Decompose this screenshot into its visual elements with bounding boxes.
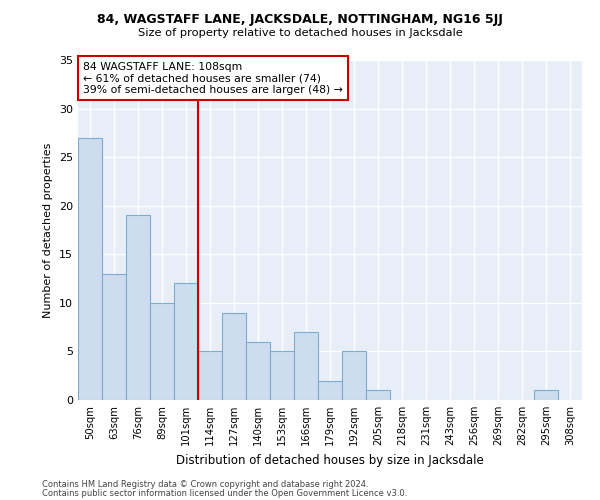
Bar (78, 138, 102, 400)
Text: Contains HM Land Registry data © Crown copyright and database right 2024.: Contains HM Land Registry data © Crown c… (42, 480, 368, 489)
Text: Size of property relative to detached houses in Jacksdale: Size of property relative to detached ho… (137, 28, 463, 38)
Bar (126, 216, 150, 400)
Bar (246, 342, 270, 400)
Text: 84, WAGSTAFF LANE, JACKSDALE, NOTTINGHAM, NG16 5JJ: 84, WAGSTAFF LANE, JACKSDALE, NOTTINGHAM… (97, 12, 503, 26)
Bar (534, 390, 558, 400)
Bar (150, 303, 174, 400)
Bar (102, 274, 126, 400)
Bar (198, 352, 222, 400)
Bar (174, 284, 198, 400)
Text: 84 WAGSTAFF LANE: 108sqm
← 61% of detached houses are smaller (74)
39% of semi-d: 84 WAGSTAFF LANE: 108sqm ← 61% of detach… (83, 62, 343, 95)
Y-axis label: Number of detached properties: Number of detached properties (43, 142, 53, 318)
Text: Contains public sector information licensed under the Open Government Licence v3: Contains public sector information licen… (42, 488, 407, 498)
Bar (366, 390, 390, 400)
Bar (294, 332, 318, 400)
Bar (270, 352, 294, 400)
Bar (342, 352, 366, 400)
Bar (222, 312, 246, 400)
Bar (318, 380, 342, 400)
X-axis label: Distribution of detached houses by size in Jacksdale: Distribution of detached houses by size … (176, 454, 484, 466)
